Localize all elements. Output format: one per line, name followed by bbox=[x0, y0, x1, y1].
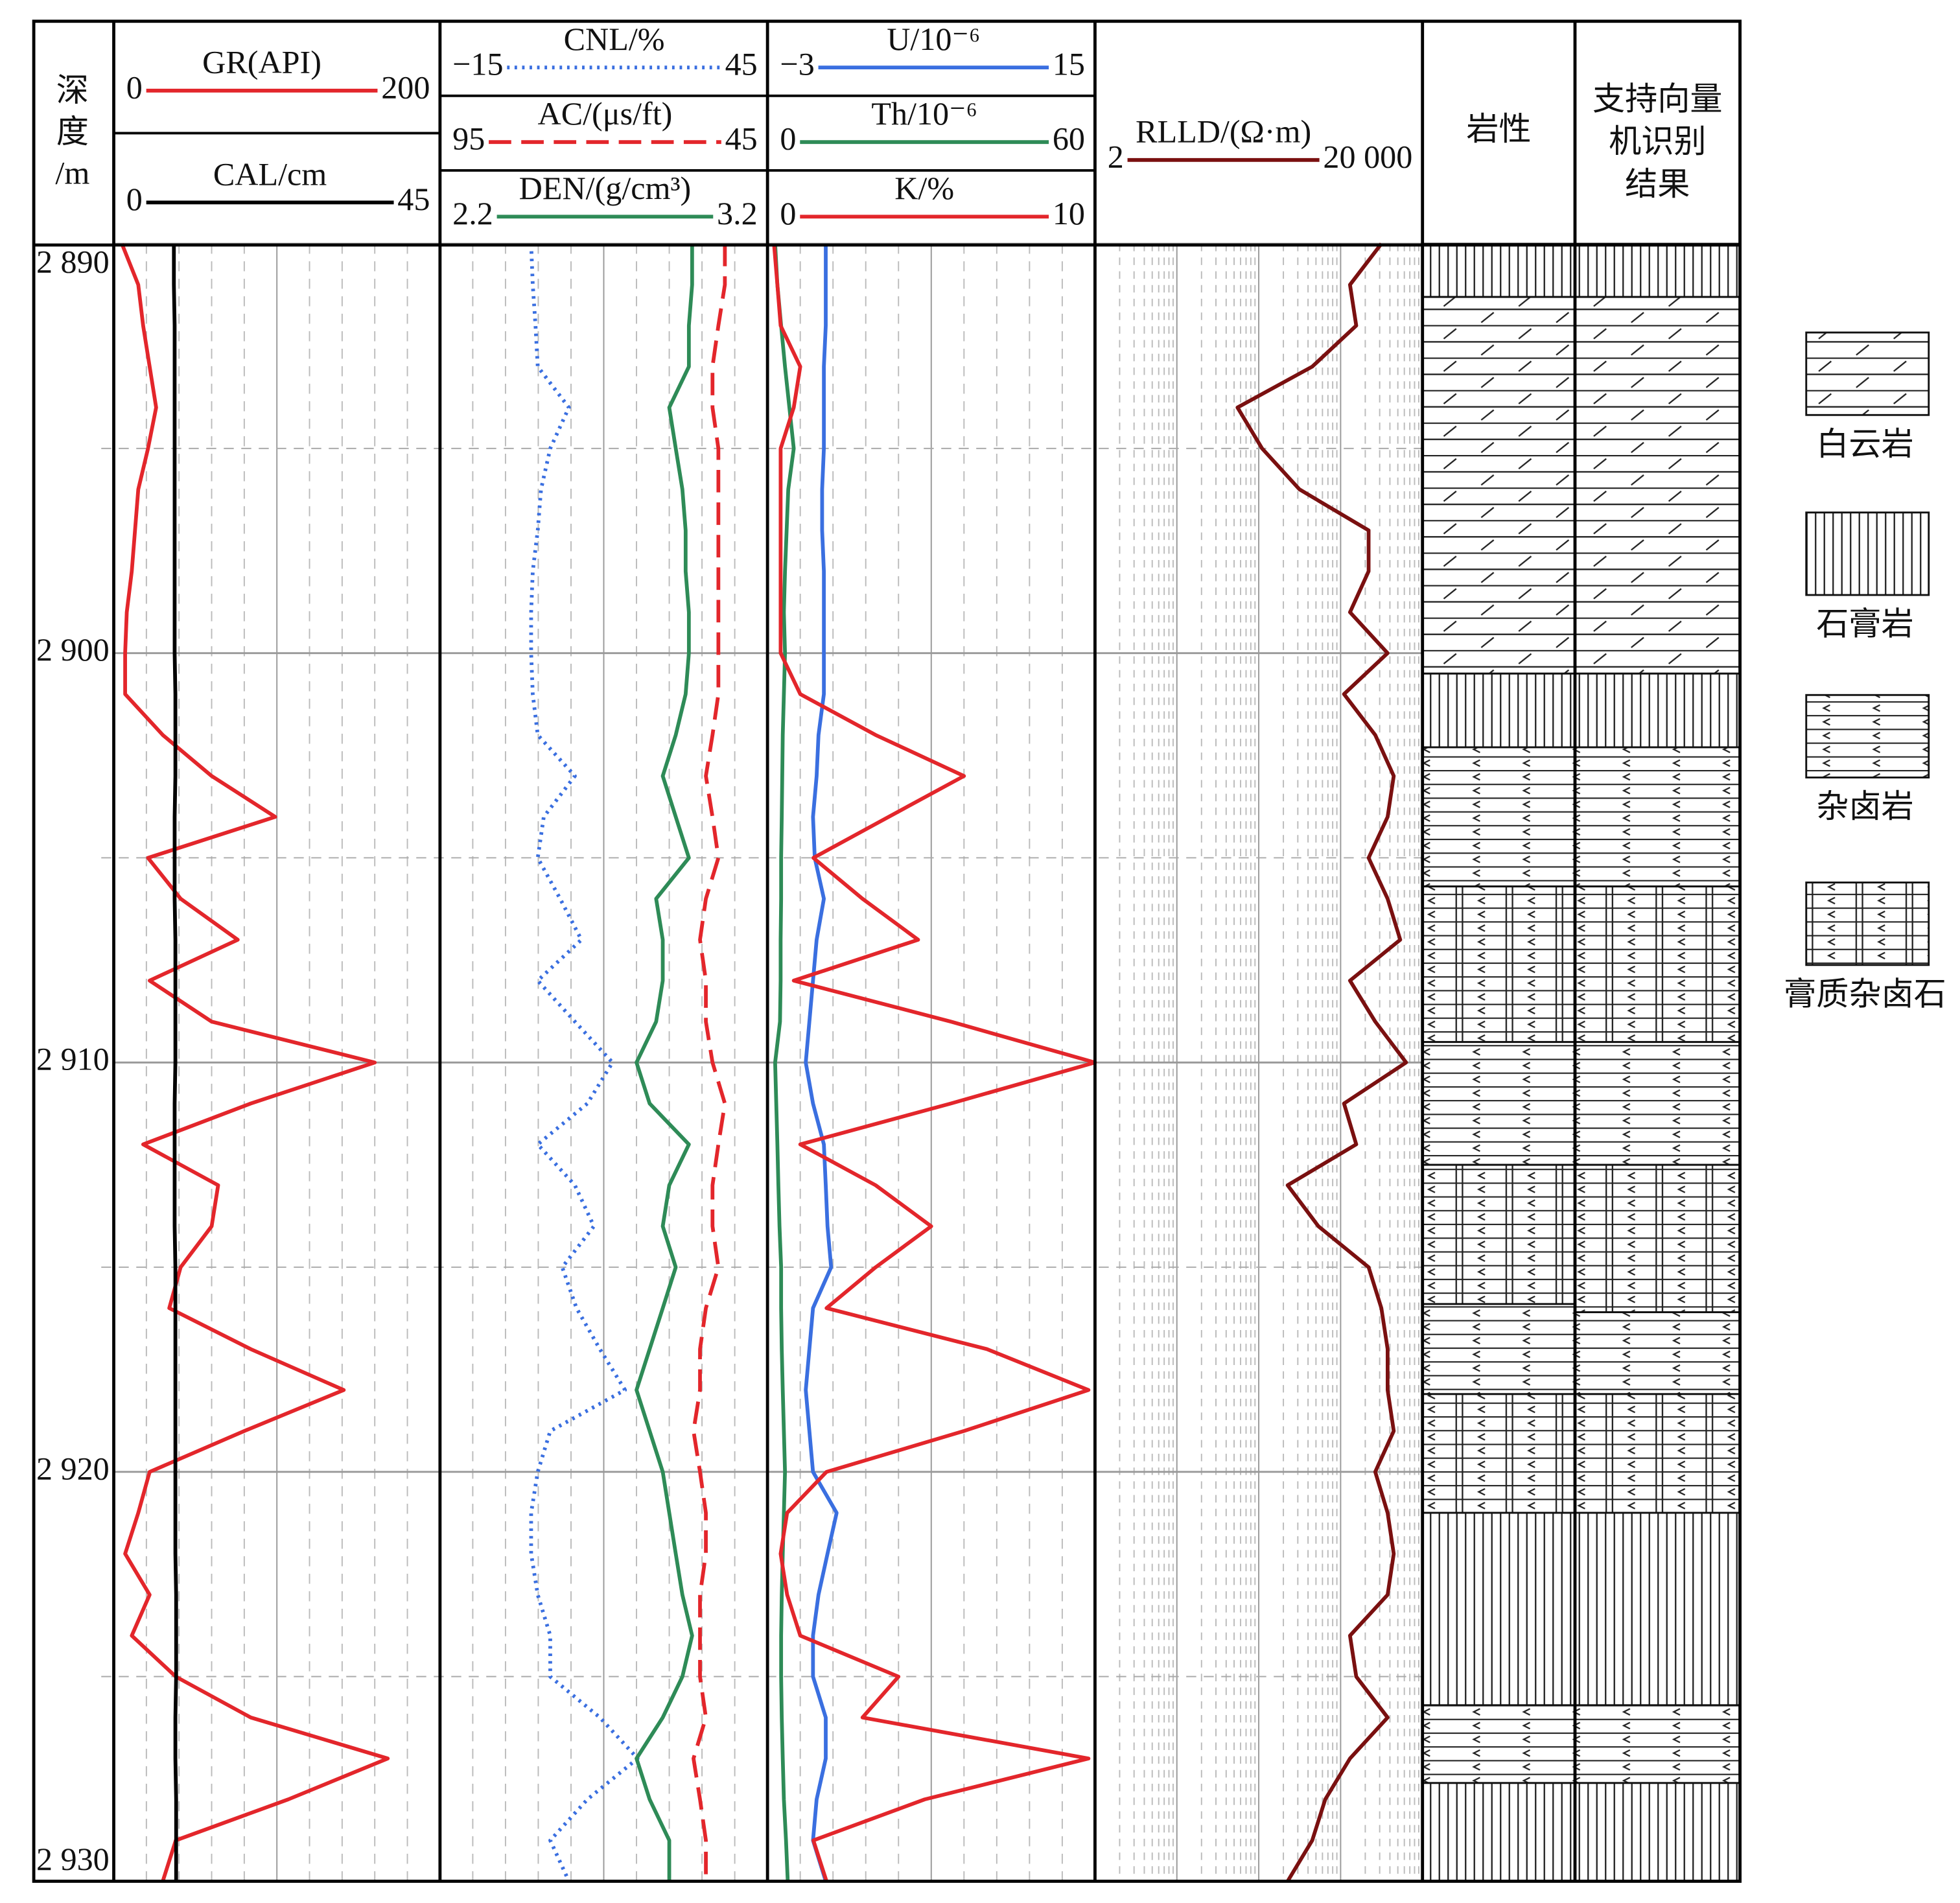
depth-title: 深 bbox=[56, 72, 89, 108]
scale-min: 0 bbox=[780, 195, 796, 231]
scale-max: 45 bbox=[397, 181, 430, 217]
lithology-interval bbox=[1421, 1512, 1576, 1707]
lithology-interval bbox=[1574, 1704, 1741, 1784]
depth-tick-label: 2 900 bbox=[36, 631, 110, 668]
lithology-interval bbox=[1421, 1393, 1576, 1514]
lithology-interval bbox=[1421, 1041, 1576, 1166]
scale-max: 45 bbox=[725, 46, 758, 82]
lithology-interval bbox=[1574, 1311, 1741, 1395]
legend-label: 白云岩 bbox=[1816, 426, 1913, 462]
lithology-interval bbox=[1574, 1041, 1741, 1166]
lithology-interval bbox=[1574, 885, 1741, 1044]
curve-name: CAL/cm bbox=[213, 156, 327, 192]
legend-swatch bbox=[1805, 511, 1930, 596]
scale-min: 2.2 bbox=[452, 195, 493, 231]
scale-max: 20 000 bbox=[1323, 138, 1412, 174]
depth-tick-label: 2 910 bbox=[36, 1041, 110, 1077]
lithology-interval bbox=[1574, 672, 1741, 749]
log-curve bbox=[692, 244, 727, 1882]
depth-tick-label: 2 890 bbox=[36, 243, 110, 279]
curve-name: K/% bbox=[894, 170, 954, 206]
depth-tick-label: 2 920 bbox=[36, 1450, 110, 1486]
lithology-interval bbox=[1574, 1512, 1741, 1707]
scale-max: 60 bbox=[1053, 121, 1085, 157]
lithology-interval bbox=[1421, 1163, 1576, 1305]
curve-name: CNL/% bbox=[564, 21, 665, 57]
scale-min: 0 bbox=[126, 69, 143, 105]
lithology-interval bbox=[1574, 296, 1741, 675]
scale-max: 10 bbox=[1053, 195, 1085, 231]
legend-swatch bbox=[1805, 881, 1930, 966]
lithology-interval bbox=[1421, 746, 1576, 888]
curve-name: DEN/(g/cm³) bbox=[519, 170, 692, 206]
svm-title: 结果 bbox=[1625, 166, 1690, 202]
legend-swatch bbox=[1805, 694, 1930, 778]
scale-min: 0 bbox=[126, 181, 143, 217]
log-curve bbox=[1235, 242, 1408, 1882]
scale-max: 15 bbox=[1053, 46, 1085, 82]
scale-max: 3.2 bbox=[717, 195, 758, 231]
lithology-interval bbox=[1421, 1303, 1576, 1395]
curve-name: Th/10⁻⁶ bbox=[871, 95, 977, 132]
log-curve bbox=[804, 244, 839, 1882]
scale-min: 2 bbox=[1108, 138, 1124, 174]
depth-title: /m bbox=[55, 154, 89, 191]
scale-min: 0 bbox=[780, 121, 796, 157]
lithology-interval bbox=[1574, 1782, 1741, 1882]
lithology-interval bbox=[1421, 296, 1576, 675]
lithology-title: 岩性 bbox=[1466, 111, 1531, 147]
svm-title: 支持向量 bbox=[1592, 81, 1723, 117]
scale-min: −15 bbox=[452, 46, 503, 82]
lithology-interval bbox=[1421, 1782, 1576, 1882]
lithology-interval bbox=[1574, 1393, 1741, 1514]
legend-label: 杂卤岩 bbox=[1816, 788, 1913, 824]
scale-min: −3 bbox=[780, 46, 814, 82]
lithology-interval bbox=[1421, 672, 1576, 749]
scale-max: 45 bbox=[725, 121, 758, 157]
legend-swatch bbox=[1805, 331, 1930, 416]
lithology-interval bbox=[1574, 242, 1741, 298]
depth-title: 度 bbox=[56, 113, 89, 150]
depth-tick-label: 2 930 bbox=[36, 1841, 110, 1877]
curve-name: RLLD/(Ω·m) bbox=[1136, 113, 1311, 150]
curve-name: U/10⁻⁶ bbox=[887, 21, 980, 57]
legend-label: 石膏岩 bbox=[1816, 606, 1913, 642]
log-curve bbox=[172, 244, 178, 1882]
scale-max: 200 bbox=[381, 69, 430, 105]
curve-name: GR(API) bbox=[202, 44, 321, 80]
lithology-interval bbox=[1574, 1163, 1741, 1313]
log-curve bbox=[120, 242, 390, 1882]
svm-title: 机识别 bbox=[1609, 123, 1706, 159]
lithology-interval bbox=[1421, 242, 1576, 298]
curve-name: AC/(μs/ft) bbox=[538, 95, 673, 132]
frame bbox=[32, 19, 1742, 1883]
lithology-interval bbox=[1421, 1704, 1576, 1784]
lithology-interval bbox=[1574, 746, 1741, 888]
legend-label: 膏质杂卤石 bbox=[1784, 975, 1946, 1012]
log-curve bbox=[773, 243, 796, 1882]
lithology-interval bbox=[1421, 885, 1576, 1044]
scale-min: 95 bbox=[452, 121, 485, 157]
log-curve bbox=[635, 244, 694, 1882]
